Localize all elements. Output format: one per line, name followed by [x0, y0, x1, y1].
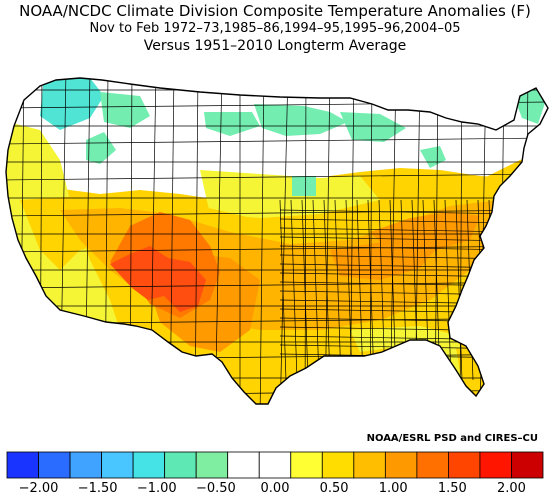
colorbar-tick-label: −2.00: [18, 481, 59, 496]
anomaly-region: [340, 112, 406, 142]
colorbar-swatch: [69, 451, 102, 479]
anomaly-region: [204, 112, 260, 136]
colorbar-swatch: [38, 451, 71, 479]
anomaly-region: [110, 246, 206, 312]
colorbar-swatch: [384, 451, 418, 479]
colorbar-tick-label: 1.50: [437, 481, 467, 496]
colorbar-tick-label: 0.50: [319, 481, 349, 496]
colorbar-tick-label: −1.50: [77, 481, 118, 496]
colorbar-tick-label: 2.00: [496, 481, 526, 496]
map-subtitle: Nov to Feb 1972–73,1985–86,1994–95,1995–…: [89, 21, 461, 36]
colorbar-swatch: [258, 451, 292, 479]
anomaly-region: [100, 92, 150, 128]
anomaly-region: [350, 326, 478, 384]
colorbar: [6, 451, 544, 479]
colorbar-swatch: [321, 451, 355, 479]
anomaly-region: [86, 132, 116, 164]
colorbar-swatch: [353, 451, 386, 479]
colorbar-swatch: [195, 451, 229, 479]
anomaly-region: [292, 176, 316, 196]
colorbar-swatch: [132, 451, 166, 479]
colorbar-tick-label: −0.50: [195, 481, 236, 496]
credit-label: NOAA/ESRL PSD and CIRES–CU: [366, 433, 538, 444]
colorbar-swatch: [511, 451, 544, 479]
colorbar-swatch: [227, 451, 260, 479]
colorbar-swatch: [101, 451, 134, 479]
anomaly-regions: [6, 78, 548, 404]
map-title: NOAA/NCDC Climate Division Composite Tem…: [19, 2, 531, 20]
anomaly-region: [254, 104, 348, 136]
us-climate-division-map: [5, 77, 549, 405]
anomaly-region: [420, 146, 446, 168]
colorbar-swatch: [448, 451, 481, 479]
anomaly-region: [456, 348, 484, 396]
colorbar-swatch: [479, 451, 512, 479]
colorbar-tick-label: −1.00: [136, 481, 177, 496]
baseline-label: Versus 1951–2010 Longterm Average: [143, 38, 407, 54]
colorbar-tick-label: 0.00: [260, 481, 290, 496]
colorbar-swatch: [290, 451, 323, 479]
colorbar-swatch: [6, 451, 39, 479]
colorbar-tick-label: 1.00: [378, 481, 408, 496]
colorbar-swatch: [416, 451, 449, 479]
anomaly-region: [40, 78, 104, 130]
colorbar-swatch: [164, 451, 197, 479]
